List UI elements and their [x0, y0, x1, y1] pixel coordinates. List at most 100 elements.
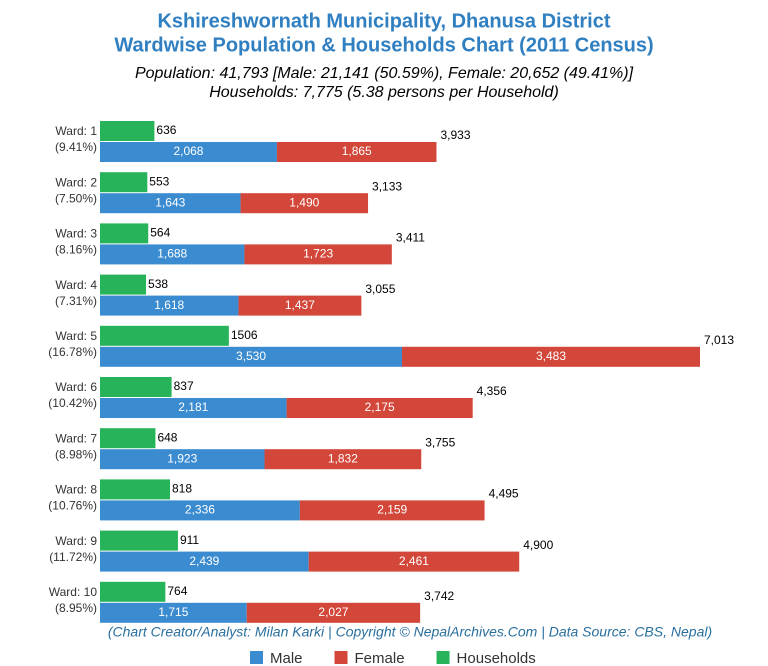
- household-bar: [100, 479, 170, 500]
- data-label: 1,437: [285, 298, 315, 312]
- data-label: 1,618: [154, 298, 184, 312]
- category-note: (11.72%): [49, 550, 97, 564]
- total-label: 3,411: [396, 231, 425, 245]
- data-label: 2,181: [178, 400, 208, 414]
- category-note: (8.98%): [55, 447, 97, 461]
- data-label: 1,688: [157, 247, 187, 261]
- data-label: 2,336: [185, 503, 215, 517]
- data-label: 564: [150, 226, 170, 240]
- legend-swatch: [250, 651, 263, 664]
- data-label: 553: [149, 174, 169, 188]
- population-bar: [308, 551, 520, 572]
- data-label: 2,461: [399, 554, 429, 568]
- household-bar: [100, 274, 147, 295]
- population-bar: [100, 193, 241, 214]
- category-note: (7.31%): [55, 294, 97, 308]
- population-bar: [276, 142, 437, 162]
- category-note: (8.95%): [55, 601, 97, 615]
- data-label: 911: [180, 533, 199, 547]
- category-label: Ward: 2: [55, 175, 97, 189]
- population-bar: [402, 346, 700, 367]
- legend-swatch: [334, 651, 348, 664]
- chart-subtitle: Households: 7,775 (5.38 persons per Hous…: [209, 84, 559, 101]
- total-label: 4,495: [489, 487, 519, 501]
- population-bar: [246, 602, 421, 623]
- data-label: 3,530: [236, 349, 266, 363]
- category-label: Ward: 8: [55, 483, 97, 497]
- data-label: 1,490: [289, 195, 319, 209]
- population-bar: [264, 449, 422, 470]
- category-label: Ward: 3: [55, 227, 97, 241]
- population-bar: [240, 193, 369, 214]
- category-label: Ward: 7: [55, 431, 97, 445]
- data-label: 1,723: [303, 247, 333, 261]
- legend-swatch: [436, 651, 450, 664]
- total-label: 3,055: [365, 282, 395, 296]
- total-label: 3,755: [425, 435, 455, 449]
- total-label: 4,356: [477, 384, 507, 398]
- population-bar: [299, 500, 485, 521]
- data-label: 2,027: [318, 605, 348, 619]
- category-note: (9.41%): [55, 140, 97, 154]
- category-label: Ward: 4: [55, 278, 97, 292]
- population-bar: [100, 602, 247, 623]
- population-bar: [286, 398, 473, 418]
- category-label: Ward: 9: [55, 534, 97, 548]
- population-bar: [100, 346, 403, 367]
- population-bar: [100, 398, 287, 418]
- population-bar: [100, 500, 300, 521]
- data-label: 837: [174, 379, 194, 393]
- population-bar: [100, 551, 309, 572]
- data-label: 1,923: [167, 451, 197, 465]
- category-note: (8.16%): [55, 243, 97, 257]
- data-label: 1,832: [328, 451, 358, 465]
- population-bar: [100, 449, 265, 470]
- footer: (Chart Creator/Analyst: Milan Karki | Co…: [108, 624, 712, 640]
- category-label: Ward: 5: [55, 329, 97, 343]
- category-label: Ward: 1: [55, 124, 97, 138]
- category-note: (10.76%): [48, 499, 97, 513]
- household-bar: [100, 223, 149, 244]
- household-bar: [100, 530, 178, 551]
- household-bar: [100, 121, 155, 141]
- household-bar: [100, 172, 148, 193]
- category-label: Ward: 10: [49, 585, 98, 599]
- population-bar: [238, 295, 362, 316]
- data-label: 1,715: [158, 605, 188, 619]
- total-label: 3,742: [424, 589, 454, 603]
- legend-label: Female: [355, 650, 405, 666]
- data-label: 2,175: [365, 400, 395, 414]
- household-bar: [100, 377, 172, 397]
- total-label: 7,013: [704, 333, 734, 347]
- legend-label: Households: [457, 650, 536, 666]
- data-label: 2,068: [173, 144, 203, 158]
- category-note: (7.50%): [55, 191, 97, 205]
- data-label: 3,483: [536, 349, 566, 363]
- chart-subtitle: Population: 41,793 [Male: 21,141 (50.59%…: [135, 65, 634, 82]
- data-label: 764: [167, 584, 187, 598]
- data-label: 2,439: [189, 554, 219, 568]
- population-bar: [100, 244, 245, 265]
- category-note: (10.42%): [48, 396, 97, 410]
- data-label: 648: [157, 430, 177, 444]
- total-label: 3,933: [440, 128, 470, 142]
- data-label: 1,865: [342, 144, 372, 158]
- data-label: 1,643: [155, 195, 185, 209]
- data-label: 2,159: [377, 503, 407, 517]
- data-label: 538: [148, 277, 168, 291]
- household-bar: [100, 325, 229, 346]
- total-label: 4,900: [523, 538, 553, 552]
- population-bar: [100, 295, 239, 316]
- population-bar: [244, 244, 392, 265]
- chart-title: Wardwise Population & Households Chart (…: [114, 34, 653, 56]
- legend-label: Male: [270, 650, 303, 666]
- category-label: Ward: 6: [55, 380, 97, 394]
- total-label: 3,133: [372, 179, 402, 193]
- data-label: 818: [172, 482, 192, 496]
- category-note: (16.78%): [48, 345, 97, 359]
- chart-title: Kshireshwornath Municipality, Dhanusa Di…: [157, 10, 610, 32]
- data-label: 1506: [231, 328, 258, 342]
- household-bar: [100, 428, 156, 449]
- household-bar: [100, 581, 166, 602]
